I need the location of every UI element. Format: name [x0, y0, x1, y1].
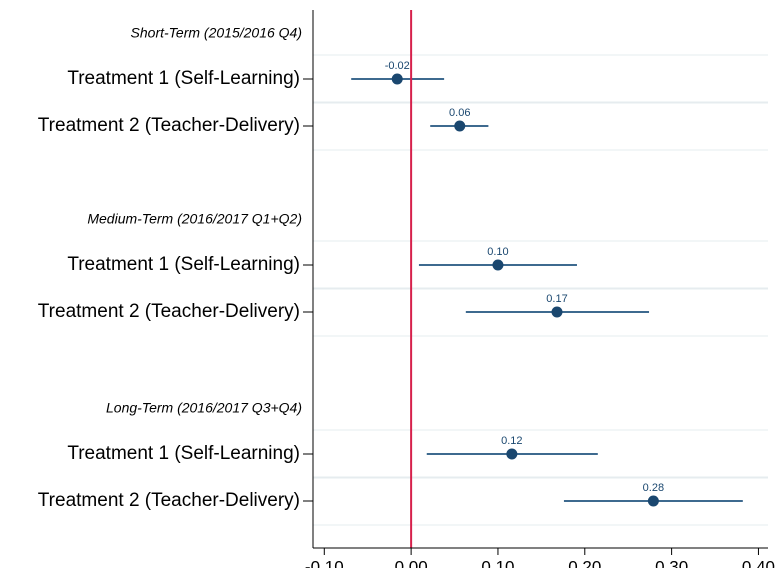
x-tick-label: 0.30	[655, 557, 688, 568]
row-label: Treatment 1 (Self-Learning)	[67, 68, 300, 89]
row-label: Treatment 1 (Self-Learning)	[67, 443, 300, 464]
value-label: 0.10	[487, 246, 508, 258]
x-tick-label: 0.00	[395, 557, 428, 568]
point	[492, 259, 504, 271]
x-tick-label: 0.20	[568, 557, 601, 568]
row-label: Treatment 2 (Teacher-Delivery)	[38, 115, 300, 136]
point	[391, 73, 403, 85]
value-label: 0.28	[643, 482, 664, 494]
value-label: -0.02	[385, 60, 410, 72]
point	[454, 120, 466, 132]
row-label: Treatment 2 (Teacher-Delivery)	[38, 490, 300, 511]
x-tick-label: 0.40	[742, 557, 775, 568]
x-tick-label: -0.10	[305, 557, 344, 568]
point	[551, 306, 563, 318]
row-label: Treatment 2 (Teacher-Delivery)	[38, 301, 300, 322]
value-label: 0.06	[449, 107, 470, 119]
group-label: Short-Term (2015/2016 Q4)	[131, 25, 302, 41]
group-label: Medium-Term (2016/2017 Q1+Q2)	[87, 211, 302, 227]
x-tick-label: 0.10	[481, 557, 514, 568]
value-label: 0.17	[546, 293, 567, 305]
point	[506, 448, 518, 460]
point	[647, 495, 659, 507]
value-label: 0.12	[501, 435, 522, 447]
row-label: Treatment 1 (Self-Learning)	[67, 254, 300, 275]
group-label: Long-Term (2016/2017 Q3+Q4)	[106, 400, 302, 416]
